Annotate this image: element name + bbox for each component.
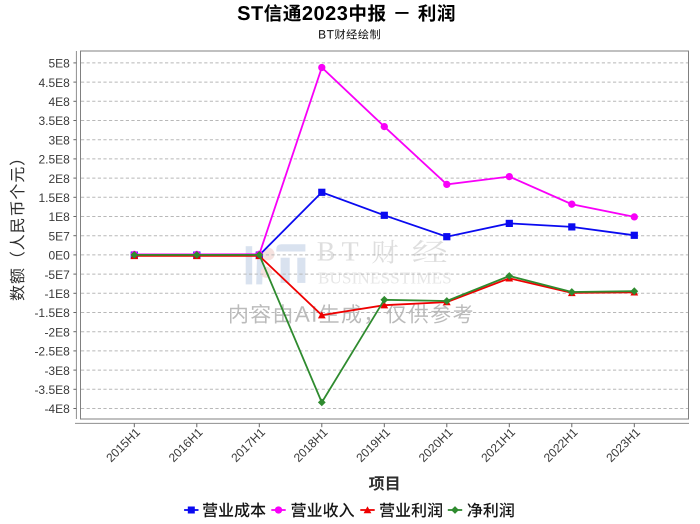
svg-text:2E8: 2E8 [48,172,70,186]
svg-text:2023H1: 2023H1 [603,425,643,465]
svg-text:4E8: 4E8 [48,95,70,109]
svg-text:-4E8: -4E8 [44,402,70,416]
svg-text:2015H1: 2015H1 [103,425,143,465]
svg-text:5E8: 5E8 [48,57,70,71]
svg-text:3E8: 3E8 [48,133,70,147]
svg-text:-1E8: -1E8 [44,287,70,301]
svg-text:BUSINESSTIMES: BUSINESSTIMES [318,269,452,288]
svg-text:2017H1: 2017H1 [228,425,268,465]
svg-text:2019H1: 2019H1 [353,425,393,465]
svg-text:2022H1: 2022H1 [541,425,581,465]
svg-text:-1.5E8: -1.5E8 [34,306,70,320]
svg-text:2020H1: 2020H1 [416,425,456,465]
svg-text:5E7: 5E7 [48,229,70,243]
svg-text:2016H1: 2016H1 [166,425,206,465]
svg-text:-3E8: -3E8 [44,364,70,378]
svg-text:-3.5E8: -3.5E8 [34,383,70,397]
svg-text:1.5E8: 1.5E8 [38,191,70,205]
svg-text:4.5E8: 4.5E8 [38,76,70,90]
svg-text:2021H1: 2021H1 [478,425,518,465]
svg-text:0E0: 0E0 [48,249,70,263]
svg-text:1E8: 1E8 [48,210,70,224]
svg-text:-2E8: -2E8 [44,325,70,339]
svg-text:2.5E8: 2.5E8 [38,153,70,167]
svg-text:3.5E8: 3.5E8 [38,114,70,128]
svg-text:-5E7: -5E7 [44,268,70,282]
svg-text:-2.5E8: -2.5E8 [34,345,70,359]
svg-text:2018H1: 2018H1 [291,425,331,465]
